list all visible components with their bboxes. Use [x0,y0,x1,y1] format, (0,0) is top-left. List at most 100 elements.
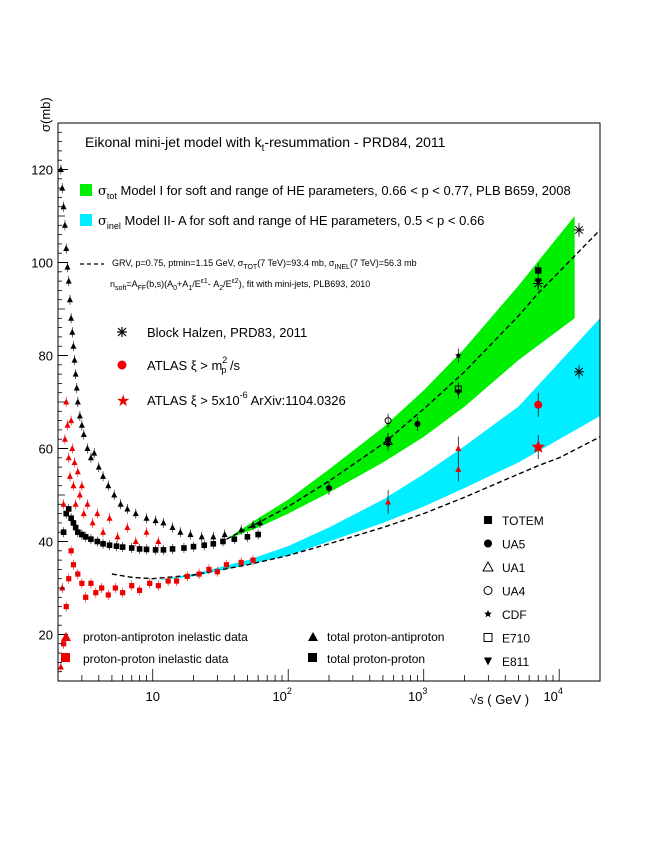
data-point [76,491,83,498]
data-point [160,547,167,553]
data-point [414,420,421,427]
data-point [484,610,492,618]
data-point [78,421,85,428]
data-point [206,566,212,572]
data-point [210,533,217,540]
legend-atlas1-text: ATLAS ξ > m2 p /s [147,355,241,375]
legend-pbar-tot-icon [308,632,318,641]
data-point [80,431,87,438]
data-point [169,524,176,531]
data-point [534,400,543,409]
data-point [181,545,187,551]
data-point [68,417,75,424]
data-point [482,560,494,572]
data-point [152,517,159,524]
data-point [106,514,113,521]
experiment-legend-label: CDF [502,608,527,622]
legend-nsoft-text: nsoft=AFF(b,s)(A0+A1/Eε1- A2/Eε2), fit w… [110,278,370,292]
legend-pp-inel-icon [61,653,70,662]
data-point [63,604,69,610]
data-point [113,543,120,549]
chart-title: Eikonal mini-jet model with kt-resummati… [85,134,446,154]
data-point [160,519,167,526]
data-point [70,482,77,489]
data-point [574,366,585,377]
axes [57,122,601,682]
legend-pbar-inel-icon [61,632,71,641]
data-point [63,398,70,405]
data-point [69,445,76,451]
data-point [484,516,492,524]
data-point [250,521,257,528]
data-point [326,485,332,492]
data-point [244,534,251,540]
data-point [88,536,94,542]
y-tick-label: 120 [31,163,53,178]
data-point [535,267,542,274]
x-axis-label: √s ( GeV ) [470,692,529,707]
data-point [61,221,68,228]
data-point [484,539,492,548]
data-point [384,417,392,425]
data-point [214,569,220,575]
data-point [79,531,85,538]
experiment-legend-label: UA5 [502,538,526,552]
data-point [484,657,492,666]
data-point [95,463,102,470]
data-point [455,389,462,396]
data-point [64,421,71,428]
data-point [66,296,73,303]
legend-green-swatch [80,184,92,196]
data-point [117,500,124,507]
data-point [75,529,81,535]
data-point [78,482,85,489]
data-point [89,519,96,526]
data-point [120,590,126,596]
data-point [190,543,197,550]
data-point [70,562,77,568]
data-point [136,546,143,552]
data-point [483,586,493,595]
data-point [257,519,264,526]
data-point [128,545,135,551]
legend-pp-tot-text: total proton-proton [327,652,425,666]
grv-curves [111,229,601,580]
data-point [119,544,126,550]
data-point [165,578,171,584]
data-point [136,587,143,593]
y-tick-label: 100 [31,256,53,271]
data-point [483,633,493,642]
data-point [155,538,162,544]
data-point [65,454,72,461]
legend-pbar-inel-text: proton-antiproton inelastic data [83,630,248,644]
x-tick-label: 102 [272,686,291,704]
data-point [57,663,64,670]
data-point [173,578,180,584]
data-point [63,245,70,252]
data-point [60,500,67,507]
data-point [177,528,184,535]
legend-grv-text: GRV, p=0.75, ptmin=1.15 GeV, σTOT(7 TeV)… [112,258,417,271]
data-point [94,510,101,517]
data-point [255,531,261,538]
x-tick-label: 103 [408,686,427,704]
legend-atlas2-text: ATLAS ξ > 5x10-6 ArXiv:1104.0326 [147,390,346,408]
data-point [74,398,81,405]
data-point [143,514,150,521]
data-point [68,314,75,321]
data-point [61,435,68,442]
data-point [132,538,139,544]
data-point [455,445,462,451]
data-point [80,510,87,517]
data-point [169,546,176,552]
data-point [220,538,226,545]
data-point [187,531,194,538]
data-point [84,500,91,507]
data-point [79,580,85,586]
legend-cyan-text: σinel Model II- A for soft and range of … [98,213,484,231]
legend-pbar-tot-text: total proton-antiproton [327,630,444,644]
data-point [221,531,228,538]
data-point [196,571,202,577]
